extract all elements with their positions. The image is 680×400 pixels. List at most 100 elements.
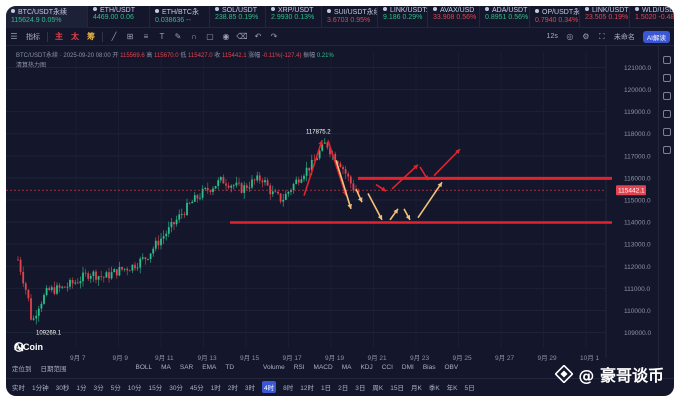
indicator-button[interactable]: CCI bbox=[381, 364, 393, 371]
redo-icon[interactable]: ↷ bbox=[270, 32, 278, 41]
side-tool-icon[interactable] bbox=[662, 128, 671, 136]
interval-button[interactable]: 4时 bbox=[262, 380, 277, 393]
ticker-item[interactable]: SUI/USDT永续 3.6703 0.95% bbox=[322, 6, 378, 28]
interval-button[interactable]: 1分 bbox=[76, 384, 87, 392]
candle-body bbox=[178, 214, 181, 220]
interval-button[interactable]: 3日 bbox=[355, 384, 366, 392]
interval-button[interactable]: 2日 bbox=[338, 384, 349, 392]
fib-icon[interactable]: ≡ bbox=[143, 32, 149, 41]
chart-canvas[interactable]: 121000.0 120000.0 119000.0 118000.0 117000.0… bbox=[6, 46, 658, 376]
interval-button[interactable]: 1日 bbox=[321, 384, 332, 392]
indicator-button[interactable]: Volume bbox=[263, 364, 285, 371]
interval-button[interactable]: 年K bbox=[446, 384, 458, 392]
candle-body bbox=[105, 272, 108, 278]
projection-arrow-red[interactable] bbox=[327, 140, 347, 196]
projection-arrow-red-head bbox=[413, 164, 418, 170]
y-tick-label: 120000.0 bbox=[624, 87, 651, 94]
projection-arrow-red[interactable] bbox=[433, 148, 461, 177]
interval-button[interactable]: 30分 bbox=[169, 384, 183, 392]
trash-icon[interactable]: ⌫ bbox=[236, 32, 248, 41]
projection-arrow-orange[interactable] bbox=[417, 181, 443, 219]
side-tool-icon[interactable] bbox=[662, 56, 671, 64]
candle-body bbox=[56, 285, 58, 294]
ticker-item[interactable]: AVAX/USD 33.908 0.56% bbox=[428, 6, 480, 28]
ticker-item[interactable]: OP/USDT永 0.7940 0.34% bbox=[530, 6, 580, 28]
ticker-item[interactable]: XRP/USDT 2.9930 0.13% bbox=[266, 6, 322, 28]
magnet-icon[interactable]: ∩ bbox=[191, 32, 197, 41]
indicator-button[interactable]: BOLL bbox=[135, 364, 153, 371]
ai-interpret-button[interactable]: AI解读 bbox=[642, 30, 670, 43]
price-chart[interactable]: 121000.0 120000.0 119000.0 118000.0 117000.0… bbox=[6, 46, 658, 376]
date-range-button[interactable]: 日期范围 bbox=[40, 365, 67, 373]
interval-button[interactable]: 周K bbox=[372, 384, 384, 392]
interval-button[interactable]: 2时 bbox=[227, 384, 238, 392]
brush-icon[interactable]: ✎ bbox=[174, 32, 182, 41]
projection-arrow-orange[interactable] bbox=[367, 192, 383, 221]
interval-button[interactable]: 1时 bbox=[210, 384, 221, 392]
settings-icon[interactable]: ⚙ bbox=[582, 32, 590, 41]
draw-tool-main-icon[interactable]: 主 bbox=[55, 32, 63, 41]
fullscreen-icon[interactable]: ⛶ bbox=[599, 31, 605, 41]
interval-button[interactable]: 季K bbox=[428, 384, 440, 392]
ohlc-time: 2025-09-20 08:00 bbox=[63, 53, 111, 59]
right-tool-column bbox=[658, 46, 674, 376]
indicator-button[interactable]: OBV bbox=[444, 364, 459, 371]
ticker-item[interactable]: ETH/BTC永 0.038636 -- bbox=[150, 6, 210, 28]
layout-name[interactable]: 未命名 bbox=[613, 33, 635, 41]
projection-arrow-orange[interactable] bbox=[335, 160, 352, 210]
draw-tool-chip-icon[interactable]: 筹 bbox=[87, 32, 95, 41]
ticker-symbol: XRP/USDT bbox=[271, 7, 317, 14]
indicator-button[interactable]: EMA bbox=[202, 364, 217, 371]
ticker-item[interactable]: LINK/USDT 23.505 0.19% bbox=[580, 6, 630, 28]
text-tool-icon[interactable]: T bbox=[159, 32, 165, 41]
projection-arrow-red[interactable] bbox=[391, 164, 419, 190]
side-tool-icon[interactable] bbox=[662, 146, 671, 154]
lock-icon[interactable]: ▢ bbox=[206, 32, 214, 41]
ticker-item[interactable]: BTC/USDT永续 115624.9 0.05% bbox=[6, 6, 88, 28]
indicator-button[interactable]: Bias bbox=[422, 364, 436, 371]
interval-button[interactable]: 5日 bbox=[464, 384, 475, 392]
projection-arrow-red[interactable] bbox=[303, 140, 323, 196]
interval-button[interactable]: 15分 bbox=[148, 384, 163, 392]
ticker-item[interactable]: WLD/USDT1.5020 -0.48 bbox=[630, 6, 674, 28]
indicators-button[interactable]: 指标 bbox=[26, 33, 40, 41]
interval-button[interactable]: 30秒 bbox=[55, 384, 70, 392]
indicator-button[interactable]: MACD bbox=[313, 364, 333, 371]
interval-button[interactable]: 3分 bbox=[93, 384, 104, 392]
open-label: 开 bbox=[112, 53, 119, 59]
camera-icon[interactable]: ◎ bbox=[566, 32, 574, 41]
indicator-button[interactable]: DMI bbox=[401, 364, 414, 371]
indicator-button[interactable]: MA bbox=[341, 364, 352, 371]
ticker-item[interactable]: ADA/USDT 0.8951 0.56% bbox=[480, 6, 530, 28]
interval-button[interactable]: 月K bbox=[410, 384, 422, 392]
menu-icon[interactable]: ☰ bbox=[10, 32, 18, 41]
indicator-button[interactable]: RSI bbox=[293, 364, 305, 371]
indicator-button[interactable]: SAR bbox=[179, 364, 194, 371]
interval-button[interactable]: 8时 bbox=[283, 384, 294, 392]
undo-icon[interactable]: ↶ bbox=[254, 32, 262, 41]
indicator-button[interactable]: TD bbox=[225, 364, 235, 371]
interval-button[interactable]: 12时 bbox=[300, 384, 315, 392]
interval-button[interactable]: 45分 bbox=[189, 384, 204, 392]
side-tool-icon[interactable] bbox=[662, 74, 671, 82]
interval-button[interactable]: 10分 bbox=[127, 384, 142, 392]
side-tool-icon[interactable] bbox=[662, 92, 671, 100]
liquidation-heatmap-label[interactable]: 清算热力图 bbox=[16, 63, 47, 69]
trendline-icon[interactable]: ╱ bbox=[111, 32, 117, 41]
ticker-item[interactable]: SOL/USDT 238.85 0.19% bbox=[210, 6, 266, 28]
draw-tool-tai-icon[interactable]: 太 bbox=[71, 32, 79, 41]
indicator-button[interactable]: MA bbox=[161, 364, 171, 371]
interval-button[interactable]: 1分钟 bbox=[32, 384, 49, 392]
interval-button[interactable]: 5分 bbox=[110, 384, 121, 392]
interval-button[interactable]: 15日 bbox=[390, 384, 404, 392]
indicator-button[interactable]: KDJ bbox=[360, 364, 373, 371]
side-tool-icon[interactable] bbox=[662, 110, 671, 118]
ticker-item[interactable]: LINK/USDT: 9.186 0.29% bbox=[378, 6, 428, 28]
interval-button[interactable]: 实时 bbox=[12, 384, 25, 392]
interval-button[interactable]: 3时 bbox=[244, 384, 256, 392]
eye-icon[interactable]: ◉ bbox=[222, 32, 230, 41]
locate-button[interactable]: 定位到 bbox=[12, 365, 32, 373]
candle-body bbox=[251, 179, 253, 188]
ticker-item[interactable]: ETH/USDT 4469.00 0.06 bbox=[88, 6, 150, 28]
measure-icon[interactable]: ⊞ bbox=[126, 32, 134, 41]
